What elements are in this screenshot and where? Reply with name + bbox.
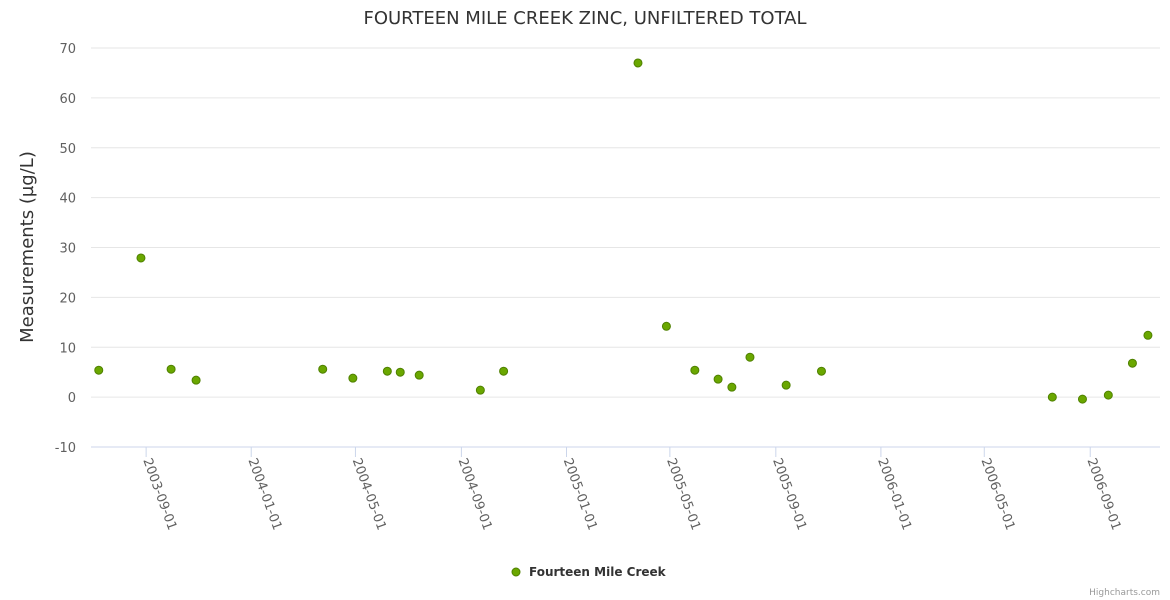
data-point[interactable] (713, 374, 723, 384)
chart-title: FOURTEEN MILE CREEK ZINC, UNFILTERED TOT… (363, 8, 806, 29)
y-tick-label: 10 (59, 341, 76, 356)
y-tick-label: -10 (55, 441, 76, 456)
series-points (94, 58, 1153, 404)
x-tick-label: 2004-05-01 (349, 456, 389, 532)
data-point[interactable] (1077, 394, 1087, 404)
data-point[interactable] (816, 366, 826, 376)
data-point[interactable] (191, 375, 201, 385)
data-point[interactable] (348, 373, 358, 383)
y-tick-label: 60 (59, 92, 76, 107)
data-point[interactable] (475, 385, 485, 395)
grid-lines (91, 47, 1160, 398)
y-tick-label: 20 (59, 291, 76, 306)
x-tick-label: 2005-01-01 (560, 456, 600, 532)
x-tick-label: 2003-09-01 (139, 456, 179, 532)
legend-label[interactable]: Fourteen Mile Creek (529, 565, 667, 579)
data-point[interactable] (94, 365, 104, 375)
data-point[interactable] (661, 321, 671, 331)
data-point[interactable] (499, 366, 509, 376)
data-point[interactable] (1127, 358, 1137, 368)
y-axis-label: Measurements (µg/L) (17, 151, 38, 343)
data-point[interactable] (690, 365, 700, 375)
y-tick-label: 70 (59, 42, 76, 57)
data-point[interactable] (1047, 392, 1057, 402)
data-point[interactable] (136, 253, 146, 263)
data-point[interactable] (1103, 390, 1113, 400)
legend-marker-icon (511, 567, 521, 577)
data-point[interactable] (414, 370, 424, 380)
y-tick-label: 50 (59, 142, 76, 157)
data-point[interactable] (745, 352, 755, 362)
x-tick-label: 2006-05-01 (978, 456, 1018, 532)
legend-item[interactable]: Fourteen Mile Creek (511, 565, 667, 579)
x-tick-label: 2005-09-01 (769, 456, 809, 532)
data-point[interactable] (781, 380, 791, 390)
data-point[interactable] (382, 366, 392, 376)
data-point[interactable] (1143, 330, 1153, 340)
x-tick-label: 2006-01-01 (874, 456, 914, 532)
highcharts-credit-link[interactable]: Highcharts.com (1089, 588, 1160, 598)
data-point[interactable] (633, 58, 643, 68)
x-tick-label: 2004-09-01 (455, 456, 495, 532)
x-tick-label: 2006-09-01 (1083, 456, 1123, 532)
y-axis-ticks: -10 0 10 20 30 40 50 60 70 (55, 42, 76, 456)
data-point[interactable] (395, 367, 405, 377)
x-axis-ticks: 2003-09-01 2004-01-01 2004-05-01 2004-09-01… (139, 447, 1123, 532)
x-tick-label: 2005-05-01 (663, 456, 703, 532)
y-tick-label: 40 (59, 192, 76, 207)
data-point[interactable] (318, 364, 328, 374)
y-tick-label: 0 (68, 391, 76, 406)
data-point[interactable] (727, 382, 737, 392)
x-tick-label: 2004-01-01 (244, 456, 284, 532)
data-point[interactable] (166, 364, 176, 374)
y-tick-label: 30 (59, 242, 76, 257)
